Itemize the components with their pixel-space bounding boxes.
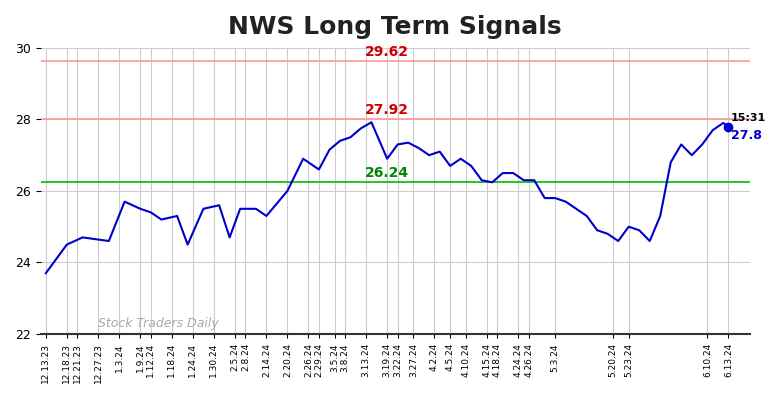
Text: Stock Traders Daily: Stock Traders Daily: [98, 317, 219, 330]
Text: 26.24: 26.24: [365, 166, 409, 180]
Text: 27.8: 27.8: [731, 129, 762, 142]
Text: 29.62: 29.62: [365, 45, 409, 59]
Text: 15:31: 15:31: [731, 113, 767, 123]
Title: NWS Long Term Signals: NWS Long Term Signals: [228, 15, 562, 39]
Text: 27.92: 27.92: [365, 103, 409, 117]
